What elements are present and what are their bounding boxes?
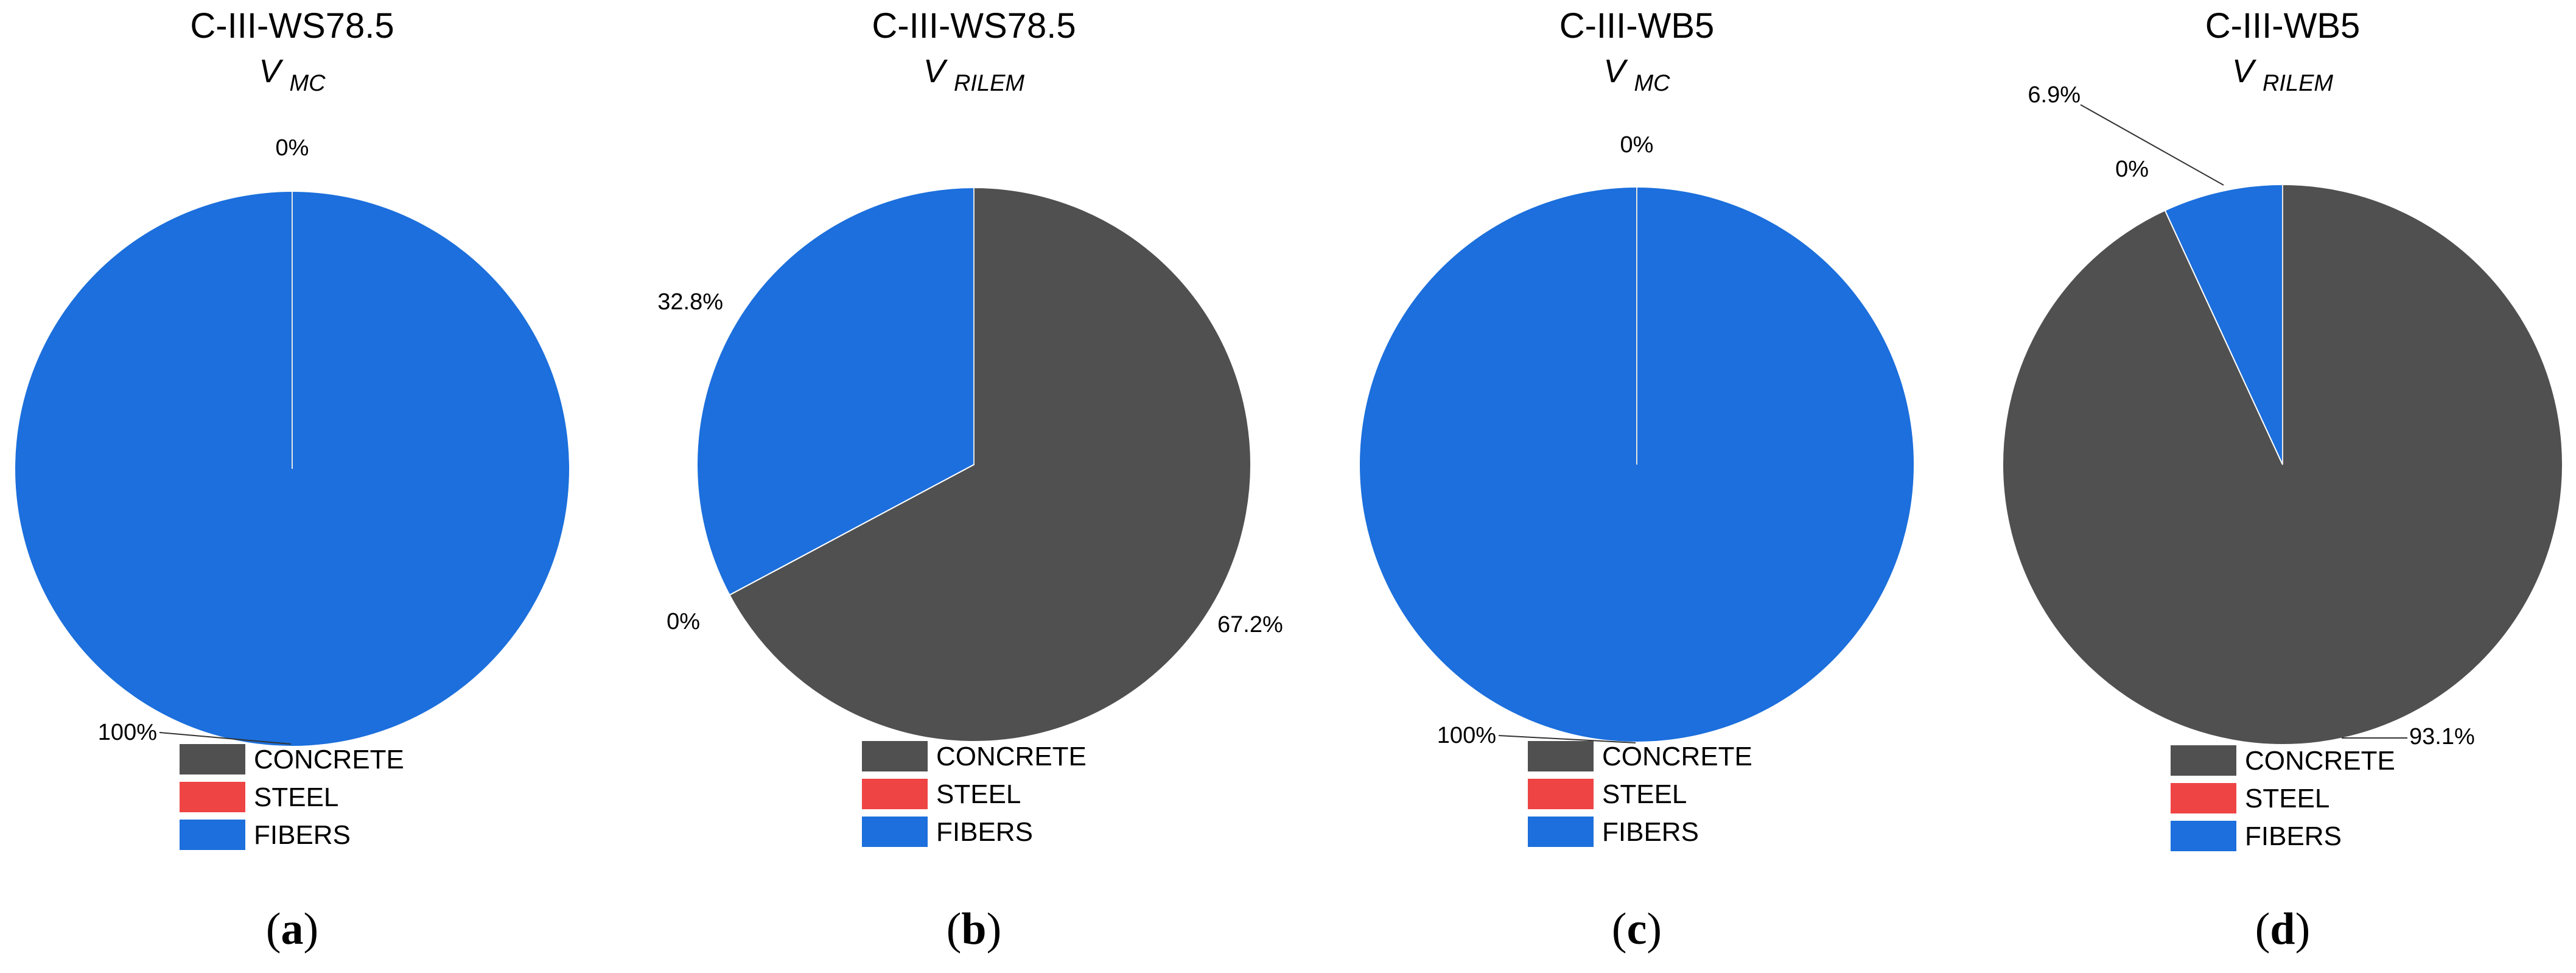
leader-line — [1498, 735, 1636, 743]
legend-label-concrete: CONCRETE — [2245, 746, 2395, 776]
chart-subtitle: V MC — [1603, 53, 1670, 96]
pie-panel-b: C-III-WS78.5 V RILEM 67.2% 0% 32.8% CONCRETE ST… — [657, 6, 1283, 954]
panel-caption: (b) — [947, 904, 1001, 954]
legend-swatch-steel — [1528, 779, 1594, 809]
slice-label-fibers: 100% — [98, 720, 157, 745]
panel-caption: (a) — [266, 904, 318, 954]
subtitle-variable: V — [1603, 53, 1628, 90]
caption-open-paren: ( — [266, 904, 281, 954]
pie-panel-a: C-III-WS78.5 V MC 0% 100% CONCRETE STEEL FIBERS… — [15, 6, 569, 954]
legend-swatch-fibers — [2171, 821, 2236, 851]
subtitle-variable: V — [2232, 53, 2257, 90]
chart-title: C-III-WB5 — [1559, 6, 1715, 46]
caption-letter: b — [961, 904, 986, 954]
panel-caption: (c) — [1612, 904, 1662, 954]
legend-label-concrete: CONCRETE — [254, 745, 404, 775]
slice-fibers — [2164, 183, 2283, 465]
legend-label-fibers: FIBERS — [254, 820, 351, 850]
panel-caption: (d) — [2255, 904, 2310, 954]
slice-label-fibers: 6.9% — [2028, 82, 2081, 108]
pie-panel-c: C-III-WB5 V MC 0% 100% CONCRETE STEEL FIBERS (c) — [1360, 6, 1914, 954]
legend-label-fibers: FIBERS — [2245, 821, 2342, 851]
chart-title: C-III-WS78.5 — [872, 6, 1076, 46]
caption-letter: d — [2270, 904, 2295, 954]
subtitle-variable: V — [259, 53, 284, 90]
subtitle-subscript: RILEM — [954, 71, 1024, 96]
leader-line — [159, 732, 292, 745]
legend-swatch-steel — [2171, 783, 2236, 813]
caption-close-paren: ) — [304, 904, 319, 954]
legend-label-steel: STEEL — [2245, 784, 2329, 813]
legend-swatch-steel — [862, 779, 928, 809]
caption-close-paren: ) — [987, 904, 1002, 954]
caption-open-paren: ( — [947, 904, 962, 954]
caption-letter: a — [281, 904, 304, 954]
legend-label-concrete: CONCRETE — [936, 742, 1087, 771]
slice-label-concrete: 93.1% — [2409, 724, 2475, 750]
chart-title: C-III-WS78.5 — [190, 6, 394, 46]
chart-subtitle: V RILEM — [923, 53, 1025, 96]
slice-fibers — [696, 186, 975, 596]
chart-subtitle: V RILEM — [2232, 53, 2334, 96]
slice-label-concrete: 0% — [1620, 132, 1654, 158]
legend-swatch-fibers — [180, 820, 245, 850]
caption-letter: c — [1627, 904, 1647, 954]
legend-label-steel: STEEL — [1602, 779, 1687, 809]
legend-swatch-fibers — [862, 817, 928, 847]
slice-concrete — [729, 186, 1251, 742]
legend-swatch-steel — [180, 782, 245, 812]
legend-swatch-concrete — [862, 741, 928, 771]
caption-close-paren: ) — [1647, 904, 1662, 954]
slice-label-concrete: 67.2% — [1217, 612, 1283, 638]
legend-swatch-concrete — [180, 744, 245, 775]
legend-swatch-fibers — [1528, 817, 1594, 847]
chart-title: C-III-WB5 — [2205, 6, 2361, 46]
legend-label-steel: STEEL — [936, 779, 1021, 809]
caption-open-paren: ( — [2255, 904, 2270, 954]
caption-open-paren: ( — [1612, 904, 1627, 954]
legend-swatch-concrete — [2171, 745, 2236, 776]
slice-label-steel: 0% — [667, 609, 700, 634]
slice-label-steel: 0% — [2115, 156, 2149, 182]
slice-label-fibers: 32.8% — [657, 289, 723, 315]
slice-label-fibers: 100% — [1437, 723, 1496, 748]
leader-line — [2080, 104, 2224, 186]
slice-label-concrete: 0% — [276, 135, 309, 161]
subtitle-subscript: MC — [1634, 71, 1670, 96]
subtitle-subscript: RILEM — [2263, 71, 2333, 96]
legend-swatch-concrete — [1528, 741, 1594, 771]
chart-subtitle: V MC — [259, 53, 326, 96]
legend-label-steel: STEEL — [254, 782, 338, 812]
legend-label-fibers: FIBERS — [936, 817, 1033, 847]
legend-label-fibers: FIBERS — [1602, 817, 1699, 847]
pie-panel-d: C-III-WB5 V RILEM 93.1% 0% 6.9% CONCRETE STEEL F… — [2002, 6, 2563, 954]
subtitle-variable: V — [923, 53, 948, 90]
legend-label-concrete: CONCRETE — [1602, 742, 1752, 771]
caption-close-paren: ) — [2295, 904, 2311, 954]
subtitle-subscript: MC — [289, 71, 326, 96]
